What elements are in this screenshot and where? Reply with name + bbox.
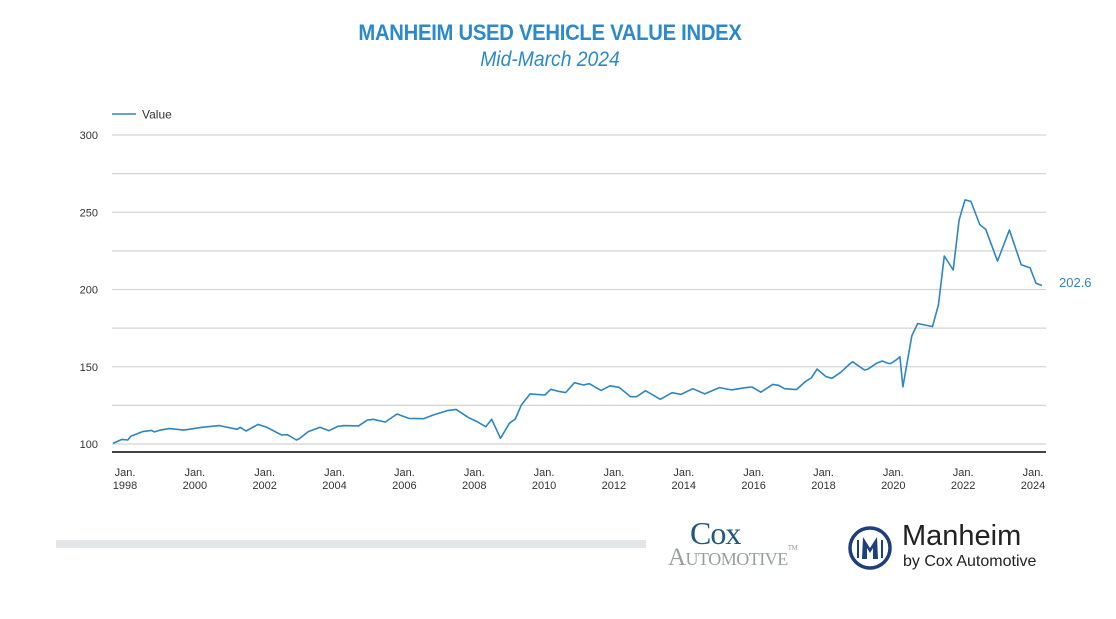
x-tick-year: 2004 [322,480,346,492]
x-tick-year: 2006 [392,480,416,492]
manheim-m-emblem-icon [848,526,892,570]
y-tick-label: 150 [80,362,98,374]
x-tick-year: 2022 [951,480,975,492]
legend-label-value: Value [142,108,172,122]
x-tick-month: Jan. [743,467,764,479]
x-tick-month: Jan. [604,467,625,479]
series-line-value [112,199,1043,445]
y-tick-label: 200 [80,285,98,297]
x-tick-year: 2016 [741,480,765,492]
x-tick-month: Jan. [813,467,834,479]
chart-title: MANHEIM USED VEHICLE VALUE INDEX [358,20,742,45]
x-tick-month: Jan. [115,467,136,479]
x-tick-month: Jan. [1023,467,1044,479]
cox-logo-line2: AutomotiveTM [668,544,798,571]
legend: Value [112,108,172,122]
y-tick-label: 250 [80,207,98,219]
x-tick-year: 2010 [532,480,556,492]
x-tick-year: 2012 [602,480,626,492]
x-tick-year: 2014 [672,480,696,492]
x-tick-month: Jan. [184,467,205,479]
x-tick-month: Jan. [254,467,275,479]
x-tick-month: Jan. [953,467,974,479]
x-tick-year: 1998 [113,480,137,492]
x-tick-year: 2024 [1021,480,1045,492]
x-tick-month: Jan. [464,467,485,479]
manheim-tagline: by Cox Automotive [903,553,1037,570]
x-tick-month: Jan. [883,467,904,479]
y-tick-label: 100 [80,439,98,451]
x-tick-year: 2020 [881,480,905,492]
end-value-label: 202.6 [1059,275,1092,290]
x-tick-month: Jan. [394,467,415,479]
x-tick-year: 2008 [462,480,486,492]
chart-subtitle: Mid-March 2024 [480,48,620,71]
x-tick-month: Jan. [324,467,345,479]
x-tick-month: Jan. [534,467,555,479]
x-tick-year: 2000 [183,480,207,492]
y-tick-label: 300 [80,130,98,142]
cox-logo-line1: Cox [690,515,741,551]
footer-divider-bar [56,540,646,548]
x-tick-year: 2002 [252,480,276,492]
x-tick-month: Jan. [673,467,694,479]
manheim-name: Manheim [902,520,1022,552]
x-tick-year: 2018 [811,480,835,492]
